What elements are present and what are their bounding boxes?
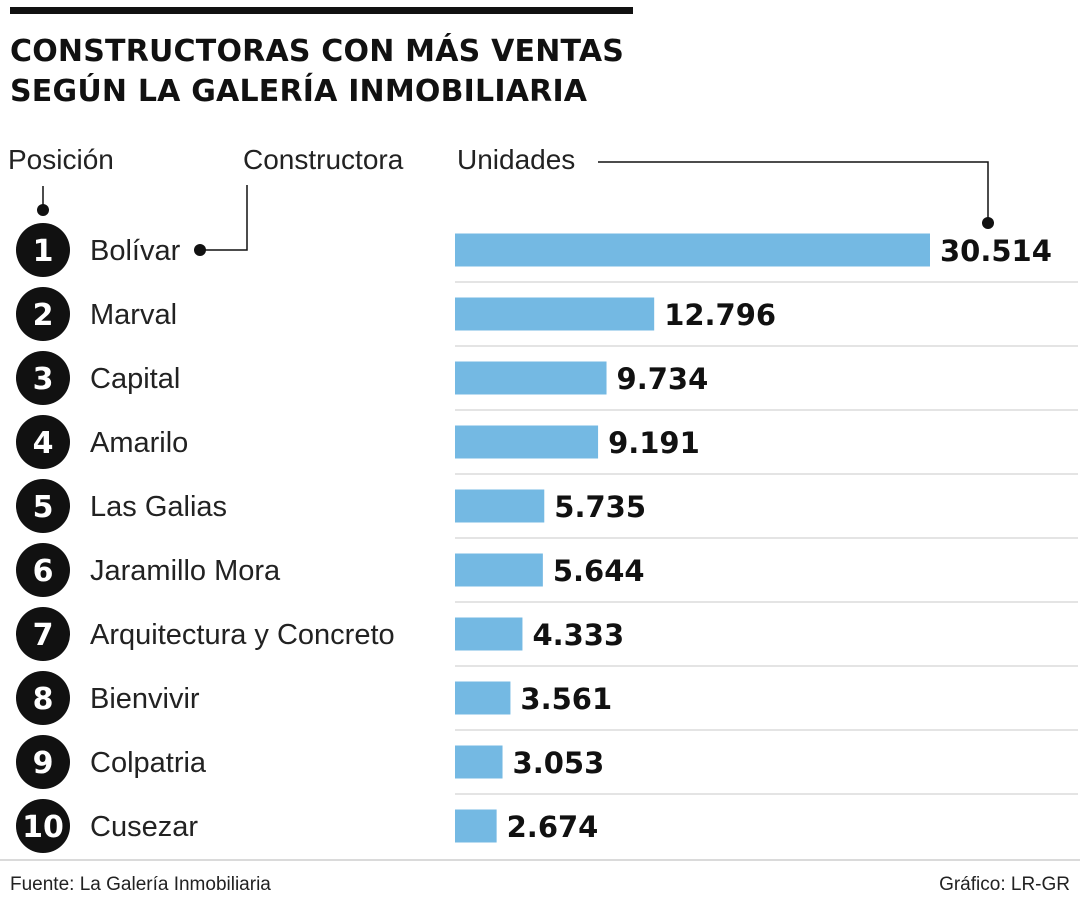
units-header: Unidades: [457, 144, 576, 175]
position-number: 9: [33, 746, 54, 781]
position-number: 8: [33, 682, 54, 717]
position-badge: [16, 735, 70, 789]
position-badge: [16, 799, 70, 853]
source-note: Fuente: La Galería Inmobiliaria: [10, 874, 271, 895]
position-badge: [16, 223, 70, 277]
position-number: 7: [33, 618, 54, 653]
bar: [455, 745, 503, 779]
builder-leader-dot: [194, 244, 206, 256]
position-badge: [16, 415, 70, 469]
builder-leader-line: [204, 185, 248, 251]
builder-label: Marval: [90, 299, 177, 331]
units-leader-line: [598, 161, 989, 218]
builder-label: Bolívar: [90, 235, 181, 267]
value-label: 5.644: [553, 554, 645, 588]
builder-label: Las Galias: [90, 491, 227, 523]
position-number: 4: [33, 426, 54, 461]
position-number: 6: [33, 554, 54, 589]
position-badge: [16, 543, 70, 597]
value-label: 3.053: [513, 746, 605, 780]
value-label: 3.561: [520, 682, 612, 716]
value-label: 30.514: [940, 234, 1052, 268]
builder-label: Amarilo: [90, 427, 188, 459]
bar: [455, 553, 543, 587]
position-badge: [16, 287, 70, 341]
position-number: 1: [33, 234, 54, 269]
bar: [455, 489, 545, 523]
value-label: 12.796: [664, 298, 776, 332]
bar: [455, 425, 599, 459]
position-number: 5: [33, 490, 54, 525]
chart-title: CONSTRUCTORAS CON MÁS VENTAS SEGÚN LA GA…: [10, 32, 624, 112]
builder-label: Cusezar: [90, 811, 198, 843]
value-label: 5.735: [554, 490, 646, 524]
position-badge: [16, 351, 70, 405]
chart-title-line-2: SEGÚN LA GALERÍA INMOBILIARIA: [10, 74, 588, 109]
position-badge: [16, 479, 70, 533]
bar: [455, 617, 523, 651]
units-leader-dot: [982, 217, 994, 229]
chart-title-line-1: CONSTRUCTORAS CON MÁS VENTAS: [10, 34, 625, 69]
position-badge: [16, 607, 70, 661]
value-label: 4.333: [532, 618, 624, 652]
credit-note: Gráfico: LR-GR: [939, 874, 1070, 895]
position-header: Posición: [8, 144, 114, 175]
builder-label: Colpatria: [90, 747, 207, 779]
position-number: 2: [33, 298, 54, 333]
value-label: 2.674: [507, 810, 599, 844]
position-leader-dot: [37, 204, 49, 216]
builder-label: Jaramillo Mora: [90, 555, 281, 587]
builder-label: Arquitectura y Concreto: [90, 619, 395, 651]
position-number: 3: [33, 362, 54, 397]
bar: [455, 809, 497, 843]
position-number: 10: [22, 810, 64, 845]
bar: [455, 297, 655, 331]
bar: [455, 233, 930, 267]
position-badge: [16, 671, 70, 725]
bar: [455, 681, 511, 715]
builder-label: Bienvivir: [90, 683, 200, 715]
builder-label: Capital: [90, 363, 180, 395]
value-label: 9.191: [608, 426, 700, 460]
value-label: 9.734: [617, 362, 709, 396]
builder-header: Constructora: [243, 144, 404, 175]
top-rule: [10, 7, 633, 14]
bar: [455, 361, 607, 395]
